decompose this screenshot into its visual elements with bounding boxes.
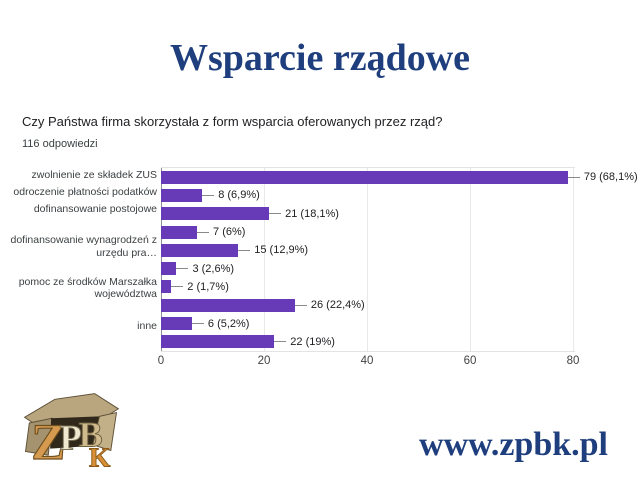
bar [161, 225, 198, 239]
x-axis: 0 20 40 60 80 [157, 355, 580, 369]
bar-row: 26 (22,4%) [161, 296, 638, 314]
gridline [470, 168, 471, 351]
value-label: 2 (1,7%) [187, 280, 229, 293]
logo-letter-p: P [60, 418, 82, 458]
value-label-group: 3 (2,6%) [176, 263, 234, 275]
category-label: dofinansowanie wynagrodzeń z urzędu pra… [10, 234, 157, 259]
value-label: 3 (2,6%) [192, 262, 235, 275]
bar-row: 7 (6%) [161, 223, 638, 241]
value-label-group: 6 (5,2%) [191, 317, 250, 330]
bar [161, 280, 172, 294]
logo-rock-left [24, 417, 53, 456]
leader-line [567, 176, 580, 178]
y-axis-line [161, 168, 162, 351]
x-tick-label: 0 [157, 355, 165, 367]
logo-rock-opening [50, 416, 100, 449]
value-label-group: 79 (68,1%) [567, 171, 638, 184]
bar-row: 79 (68,1%) [161, 168, 638, 186]
value-label-group: 15 (12,9%) [238, 244, 308, 256]
value-label-group: 21 (18,1%) [269, 208, 339, 220]
slide-title: Wsparcie rządowe [169, 37, 471, 79]
leader-line [197, 231, 210, 233]
category-label [0, 334, 157, 351]
leader-line [269, 213, 282, 215]
category-label: zwolnienie ze składek ZUS [31, 169, 157, 182]
leader-line [294, 304, 307, 306]
value-label: 79 (68,1%) [583, 171, 638, 184]
logo-rock-right [92, 411, 118, 452]
plot-area: 79 (68,1%) 8 (6,9%) 21 (18,1%) 7 (6%) 15 (12… [161, 167, 638, 352]
bar-row: 8 (6,9%) [161, 186, 638, 204]
leader-line [202, 194, 215, 196]
value-label: 8 (6,9%) [218, 189, 260, 202]
value-label: 26 (22,4%) [310, 299, 365, 312]
category-label [0, 259, 157, 276]
bar [161, 262, 177, 276]
value-label-group: 22 (19%) [274, 336, 335, 348]
bar [161, 243, 239, 257]
x-tick-label: 60 [463, 355, 477, 367]
gridline [264, 168, 265, 351]
website-url: www.zpbk.pl [419, 426, 608, 463]
value-label: 6 (5,2%) [207, 317, 250, 330]
logo-letter-b: B [79, 415, 103, 455]
chart-question-title: Czy Państwa firma skorzystała z form wsp… [22, 114, 443, 129]
value-label: 7 (6%) [213, 226, 246, 239]
value-label-group: 8 (6,9%) [202, 189, 260, 201]
value-label: 15 (12,9%) [254, 244, 309, 257]
leader-line [274, 341, 287, 343]
gridline [573, 168, 574, 351]
bar-row: 21 (18,1%) [161, 205, 638, 223]
x-tick-label: 80 [566, 355, 580, 367]
logo-letter-z: Z [31, 414, 65, 471]
logo-letter-k: K [89, 443, 111, 473]
category-label [0, 217, 157, 234]
x-tick-label: 40 [360, 355, 374, 367]
bar [161, 188, 203, 202]
leader-line [176, 268, 189, 270]
leader-line [238, 249, 251, 251]
category-label [0, 301, 157, 318]
value-label-group: 26 (22,4%) [294, 299, 365, 312]
value-label: 21 (18,1%) [285, 207, 339, 220]
value-label: 22 (19%) [290, 335, 335, 348]
leader-line [171, 286, 184, 288]
response-count: 116 odpowiedzi [22, 138, 98, 150]
leader-line [191, 323, 204, 325]
bar-row: 3 (2,6%) [161, 259, 638, 277]
category-label: pomoc ze środków Marszałka województwa [18, 275, 157, 301]
zpbk-logo: Z P B K [23, 393, 120, 473]
bar-row: 22 (19%) [161, 333, 638, 351]
bar [161, 335, 275, 349]
bar [161, 317, 192, 331]
bar-row: 6 (5,2%) [161, 314, 638, 332]
bar-row: 2 (1,7%) [161, 278, 638, 296]
x-tick-label: 20 [257, 355, 271, 367]
value-label-group: 2 (1,7%) [171, 281, 229, 293]
category-label: inne [137, 319, 157, 332]
category-labels: zwolnienie ze składek ZUS odroczenie płat… [0, 167, 157, 351]
bar-rows: 79 (68,1%) 8 (6,9%) 21 (18,1%) 7 (6%) 15 (12… [161, 168, 638, 351]
gridline [367, 168, 368, 351]
category-label: odroczenie płatności podatków [13, 185, 157, 198]
bar [161, 170, 568, 184]
bar [161, 207, 270, 221]
value-label-group: 7 (6%) [197, 226, 245, 238]
bar [161, 298, 295, 312]
bar-row: 15 (12,9%) [161, 241, 638, 259]
category-label: dofinansowanie postojowe [33, 202, 157, 215]
